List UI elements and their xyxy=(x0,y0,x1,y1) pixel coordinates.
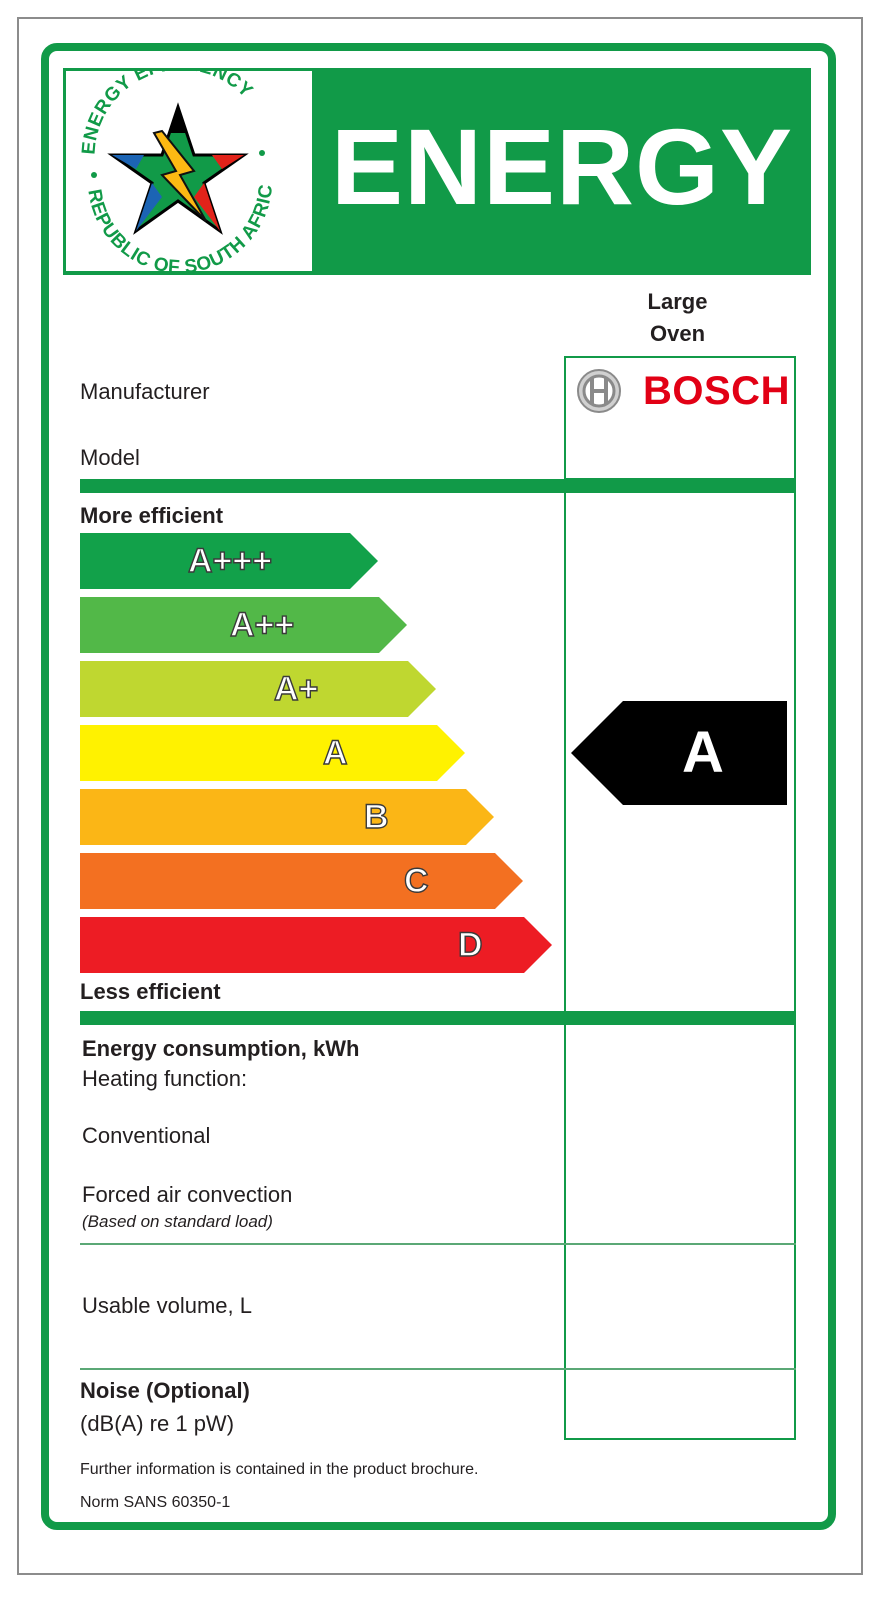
class-bar-a+++ xyxy=(80,533,378,589)
heating-function-label: Heating function: xyxy=(82,1066,248,1091)
consumption-divider xyxy=(80,1243,796,1245)
class-label-a++: A++ xyxy=(229,605,295,644)
efficiency-scale: A+++ A++ A+ A B C D xyxy=(80,533,560,977)
energy-label-frame xyxy=(41,43,836,1530)
more-efficient-label: More efficient xyxy=(80,503,224,528)
energy-title: ENERGY xyxy=(330,106,794,227)
class-bar-d xyxy=(80,917,552,973)
value-column-right-border xyxy=(794,356,796,1440)
class-label-d: D xyxy=(457,925,483,964)
class-label-a+: A+ xyxy=(273,669,319,708)
less-efficient-label: Less efficient xyxy=(80,979,221,1004)
class-label-a: A xyxy=(322,733,348,772)
class-bar-a xyxy=(80,725,465,781)
rating-class-label: A xyxy=(682,720,724,785)
manufacturer-label: Manufacturer xyxy=(80,379,210,404)
scale-top-green-band xyxy=(80,479,796,493)
class-bar-a++ xyxy=(80,597,407,653)
class-label-b: B xyxy=(363,797,389,836)
class-bar-c xyxy=(80,853,523,909)
class-bar-a+ xyxy=(80,661,436,717)
class-bar-b xyxy=(80,789,494,845)
bosch-logo-icon xyxy=(576,368,622,419)
standard-load-note: (Based on standard load) xyxy=(82,1212,273,1231)
south-africa-energy-seal-logo: ENERGY EFFICIENCY REPUBLIC OF SOUTH AFRI… xyxy=(59,53,277,278)
noise-heading: Noise (Optional) xyxy=(80,1378,250,1403)
brand-name: BOSCH xyxy=(643,369,790,413)
forced-air-convection-label: Forced air convection xyxy=(82,1182,293,1207)
rating-arrow: A xyxy=(571,701,787,805)
value-column-left-border xyxy=(564,356,566,1440)
scale-bottom-green-band xyxy=(80,1011,796,1025)
noise-unit-label: (dB(A) re 1 pW) xyxy=(80,1411,235,1436)
value-column-top-border xyxy=(564,356,796,358)
energy-efficiency-seal: ENERGY EFFICIENCY REPUBLIC OF SOUTH AFRI… xyxy=(59,53,312,278)
product-type-line2: Oven xyxy=(649,321,706,346)
volume-divider xyxy=(80,1368,796,1370)
energy-consumption-heading: Energy consumption, kWh xyxy=(82,1036,360,1061)
class-label-a+++: A+++ xyxy=(187,541,273,580)
product-type-line1: Large xyxy=(647,289,708,314)
label-outer-border xyxy=(17,17,863,1575)
further-information-note: Further information is contained in the … xyxy=(80,1461,479,1478)
usable-volume-label: Usable volume, L xyxy=(82,1293,252,1318)
class-label-c: C xyxy=(403,861,429,900)
norm-reference: Norm SANS 60350-1 xyxy=(80,1494,231,1511)
product-type-header: Large Oven xyxy=(600,286,755,350)
value-column-bottom-border xyxy=(564,1438,796,1440)
model-label: Model xyxy=(80,445,140,470)
conventional-label: Conventional xyxy=(82,1123,211,1148)
